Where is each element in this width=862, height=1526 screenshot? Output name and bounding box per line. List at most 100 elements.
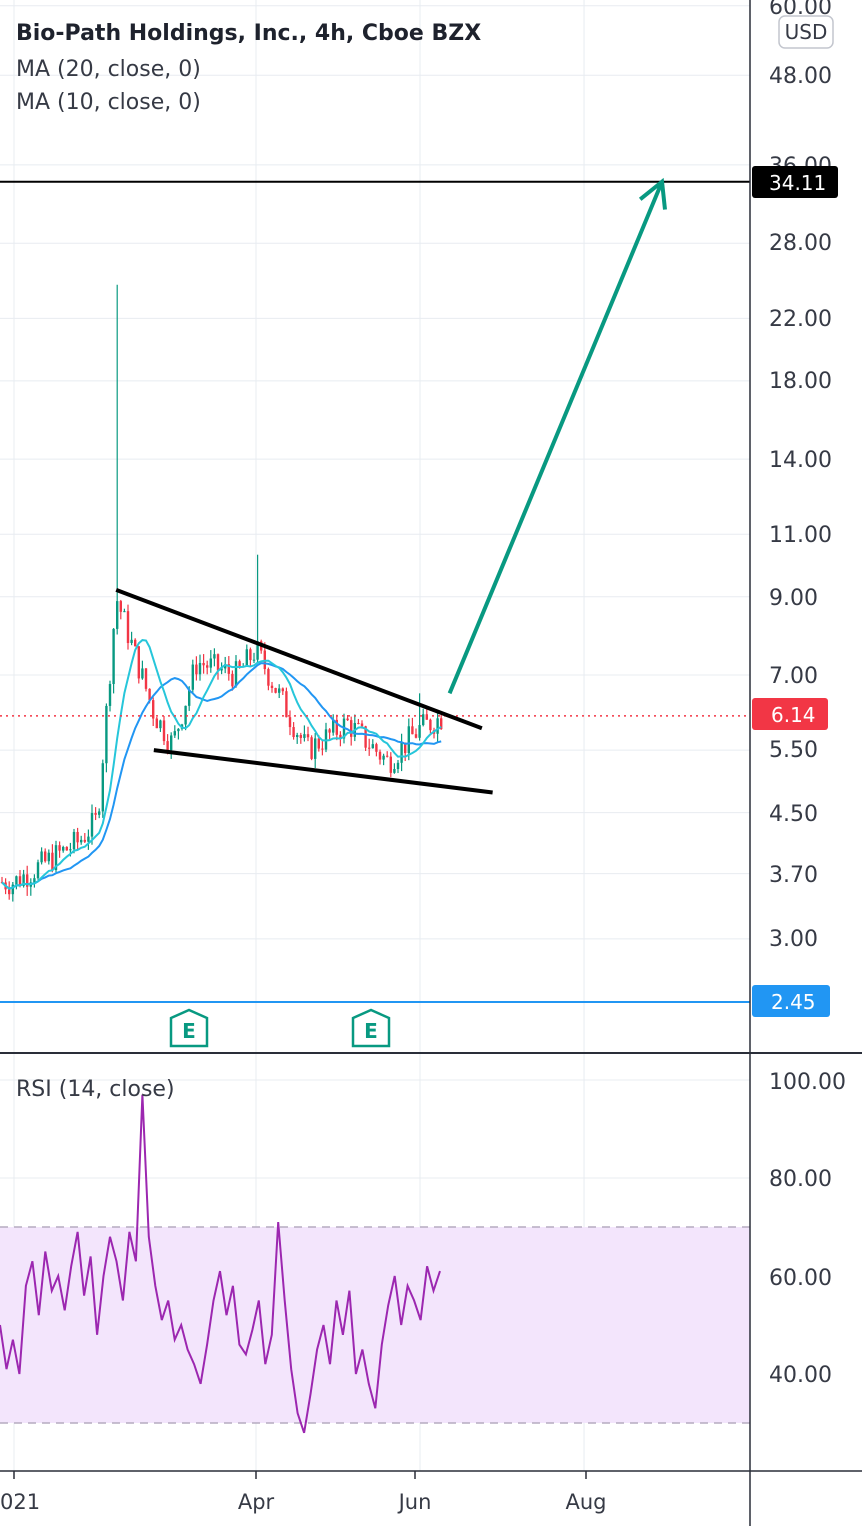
candle-body[interactable] bbox=[130, 639, 133, 644]
candle-body[interactable] bbox=[191, 664, 194, 690]
candle-body[interactable] bbox=[65, 846, 68, 851]
candle-body[interactable] bbox=[274, 688, 277, 693]
candle-body[interactable] bbox=[389, 756, 392, 773]
candle-body[interactable] bbox=[440, 718, 443, 730]
legend-rsi[interactable]: RSI (14, close) bbox=[16, 1077, 175, 1102]
candle-body[interactable] bbox=[296, 734, 299, 738]
candle-body[interactable] bbox=[220, 668, 223, 671]
candle-body[interactable] bbox=[231, 673, 234, 687]
last-price-badge[interactable]: 6.14 bbox=[752, 698, 828, 730]
candle-body[interactable] bbox=[47, 852, 50, 862]
candle-body[interactable] bbox=[285, 691, 288, 718]
candle-body[interactable] bbox=[350, 720, 353, 737]
candle-body[interactable] bbox=[270, 685, 274, 689]
candle-body[interactable] bbox=[126, 611, 130, 644]
candle-body[interactable] bbox=[245, 649, 248, 667]
candle-body[interactable] bbox=[119, 601, 122, 612]
candle-body[interactable] bbox=[234, 661, 238, 687]
candle-body[interactable] bbox=[22, 874, 25, 886]
candle-body[interactable] bbox=[249, 649, 252, 661]
candle-body[interactable] bbox=[378, 751, 382, 760]
candle-body[interactable] bbox=[112, 628, 115, 685]
candle-body[interactable] bbox=[429, 719, 432, 731]
wedge-lower-trendline[interactable] bbox=[153, 748, 493, 795]
candle-body[interactable] bbox=[335, 719, 338, 735]
candle-body[interactable] bbox=[400, 742, 403, 763]
candle-body[interactable] bbox=[364, 726, 367, 748]
candle-body[interactable] bbox=[299, 734, 302, 738]
candle-body[interactable] bbox=[206, 665, 209, 668]
candle-body[interactable] bbox=[202, 662, 205, 666]
candle-body[interactable] bbox=[87, 836, 90, 842]
candle-body[interactable] bbox=[321, 748, 324, 750]
candle-body[interactable] bbox=[314, 738, 317, 759]
candle-body[interactable] bbox=[252, 659, 256, 661]
candle-body[interactable] bbox=[382, 755, 385, 760]
candle-body[interactable] bbox=[278, 688, 281, 693]
candle-body[interactable] bbox=[152, 700, 155, 719]
candle-body[interactable] bbox=[8, 889, 11, 895]
candle-body[interactable] bbox=[288, 717, 292, 728]
candle-body[interactable] bbox=[310, 737, 313, 759]
candle-body[interactable] bbox=[173, 731, 176, 736]
candle-body[interactable] bbox=[357, 723, 360, 725]
earnings-marker[interactable]: E bbox=[351, 1008, 391, 1048]
candle-body[interactable] bbox=[144, 668, 148, 689]
candle-body[interactable] bbox=[98, 811, 101, 815]
candle-body[interactable] bbox=[396, 762, 400, 770]
candle-body[interactable] bbox=[69, 849, 72, 851]
candle-body[interactable] bbox=[306, 734, 310, 738]
candle-body[interactable] bbox=[256, 641, 259, 660]
candle-body[interactable] bbox=[90, 813, 94, 837]
candle-body[interactable] bbox=[292, 727, 295, 738]
candle-body[interactable] bbox=[404, 742, 407, 754]
candle-body[interactable] bbox=[162, 720, 166, 742]
candle-body[interactable] bbox=[159, 720, 162, 729]
candle-body[interactable] bbox=[339, 734, 342, 739]
candle-body[interactable] bbox=[425, 714, 428, 720]
candle-body[interactable] bbox=[263, 650, 266, 670]
candle-body[interactable] bbox=[414, 734, 418, 738]
candle-body[interactable] bbox=[184, 705, 187, 725]
candle-body[interactable] bbox=[54, 845, 58, 871]
candle-body[interactable] bbox=[393, 769, 396, 773]
candle-body[interactable] bbox=[26, 874, 29, 887]
candle-body[interactable] bbox=[386, 755, 389, 757]
candle-body[interactable] bbox=[216, 654, 220, 671]
candle-body[interactable] bbox=[51, 852, 54, 871]
candle-body[interactable] bbox=[11, 884, 14, 895]
legend[interactable]: Bio-Path Holdings, Inc., 4h, Cboe BZX MA… bbox=[16, 21, 481, 1102]
candle-body[interactable] bbox=[227, 664, 230, 674]
price-axis[interactable]: 60.00 48.00 36.00 28.00 22.00 18.00 14.0… bbox=[769, 0, 832, 952]
candle-body[interactable] bbox=[105, 705, 108, 764]
candle-body[interactable] bbox=[18, 876, 22, 886]
candle-body[interactable] bbox=[166, 741, 169, 751]
chart-title[interactable]: Bio-Path Holdings, Inc., 4h, Cboe BZX bbox=[16, 21, 481, 46]
candle-body[interactable] bbox=[58, 845, 61, 851]
target-arrow-shaft[interactable] bbox=[447, 180, 664, 695]
candle-body[interactable] bbox=[62, 846, 65, 851]
candle-body[interactable] bbox=[324, 729, 328, 750]
candle-body[interactable] bbox=[411, 726, 414, 735]
candle-body[interactable] bbox=[80, 839, 83, 843]
candle-body[interactable] bbox=[72, 831, 76, 850]
currency-badge[interactable]: USD bbox=[778, 15, 834, 49]
candle-body[interactable] bbox=[346, 718, 349, 721]
candle-body[interactable] bbox=[422, 714, 425, 726]
candle-body[interactable] bbox=[141, 668, 144, 679]
level-badge-2-45[interactable]: 2.45 bbox=[752, 985, 830, 1017]
candle-body[interactable] bbox=[155, 718, 158, 729]
target-arrow-head[interactable] bbox=[638, 177, 667, 210]
candle-body[interactable] bbox=[94, 813, 97, 815]
candle-body[interactable] bbox=[267, 669, 270, 686]
candle-body[interactable] bbox=[418, 725, 421, 738]
candle-body[interactable] bbox=[375, 744, 378, 752]
time-axis[interactable]: 021 Apr Jun Aug bbox=[0, 1471, 607, 1514]
candle-body[interactable] bbox=[83, 839, 86, 842]
candle-body[interactable] bbox=[303, 734, 306, 738]
candle-body[interactable] bbox=[116, 601, 119, 629]
candle-body[interactable] bbox=[108, 684, 112, 706]
candle-body[interactable] bbox=[371, 744, 374, 749]
candle-body[interactable] bbox=[33, 878, 36, 883]
candle-body[interactable] bbox=[195, 664, 198, 675]
